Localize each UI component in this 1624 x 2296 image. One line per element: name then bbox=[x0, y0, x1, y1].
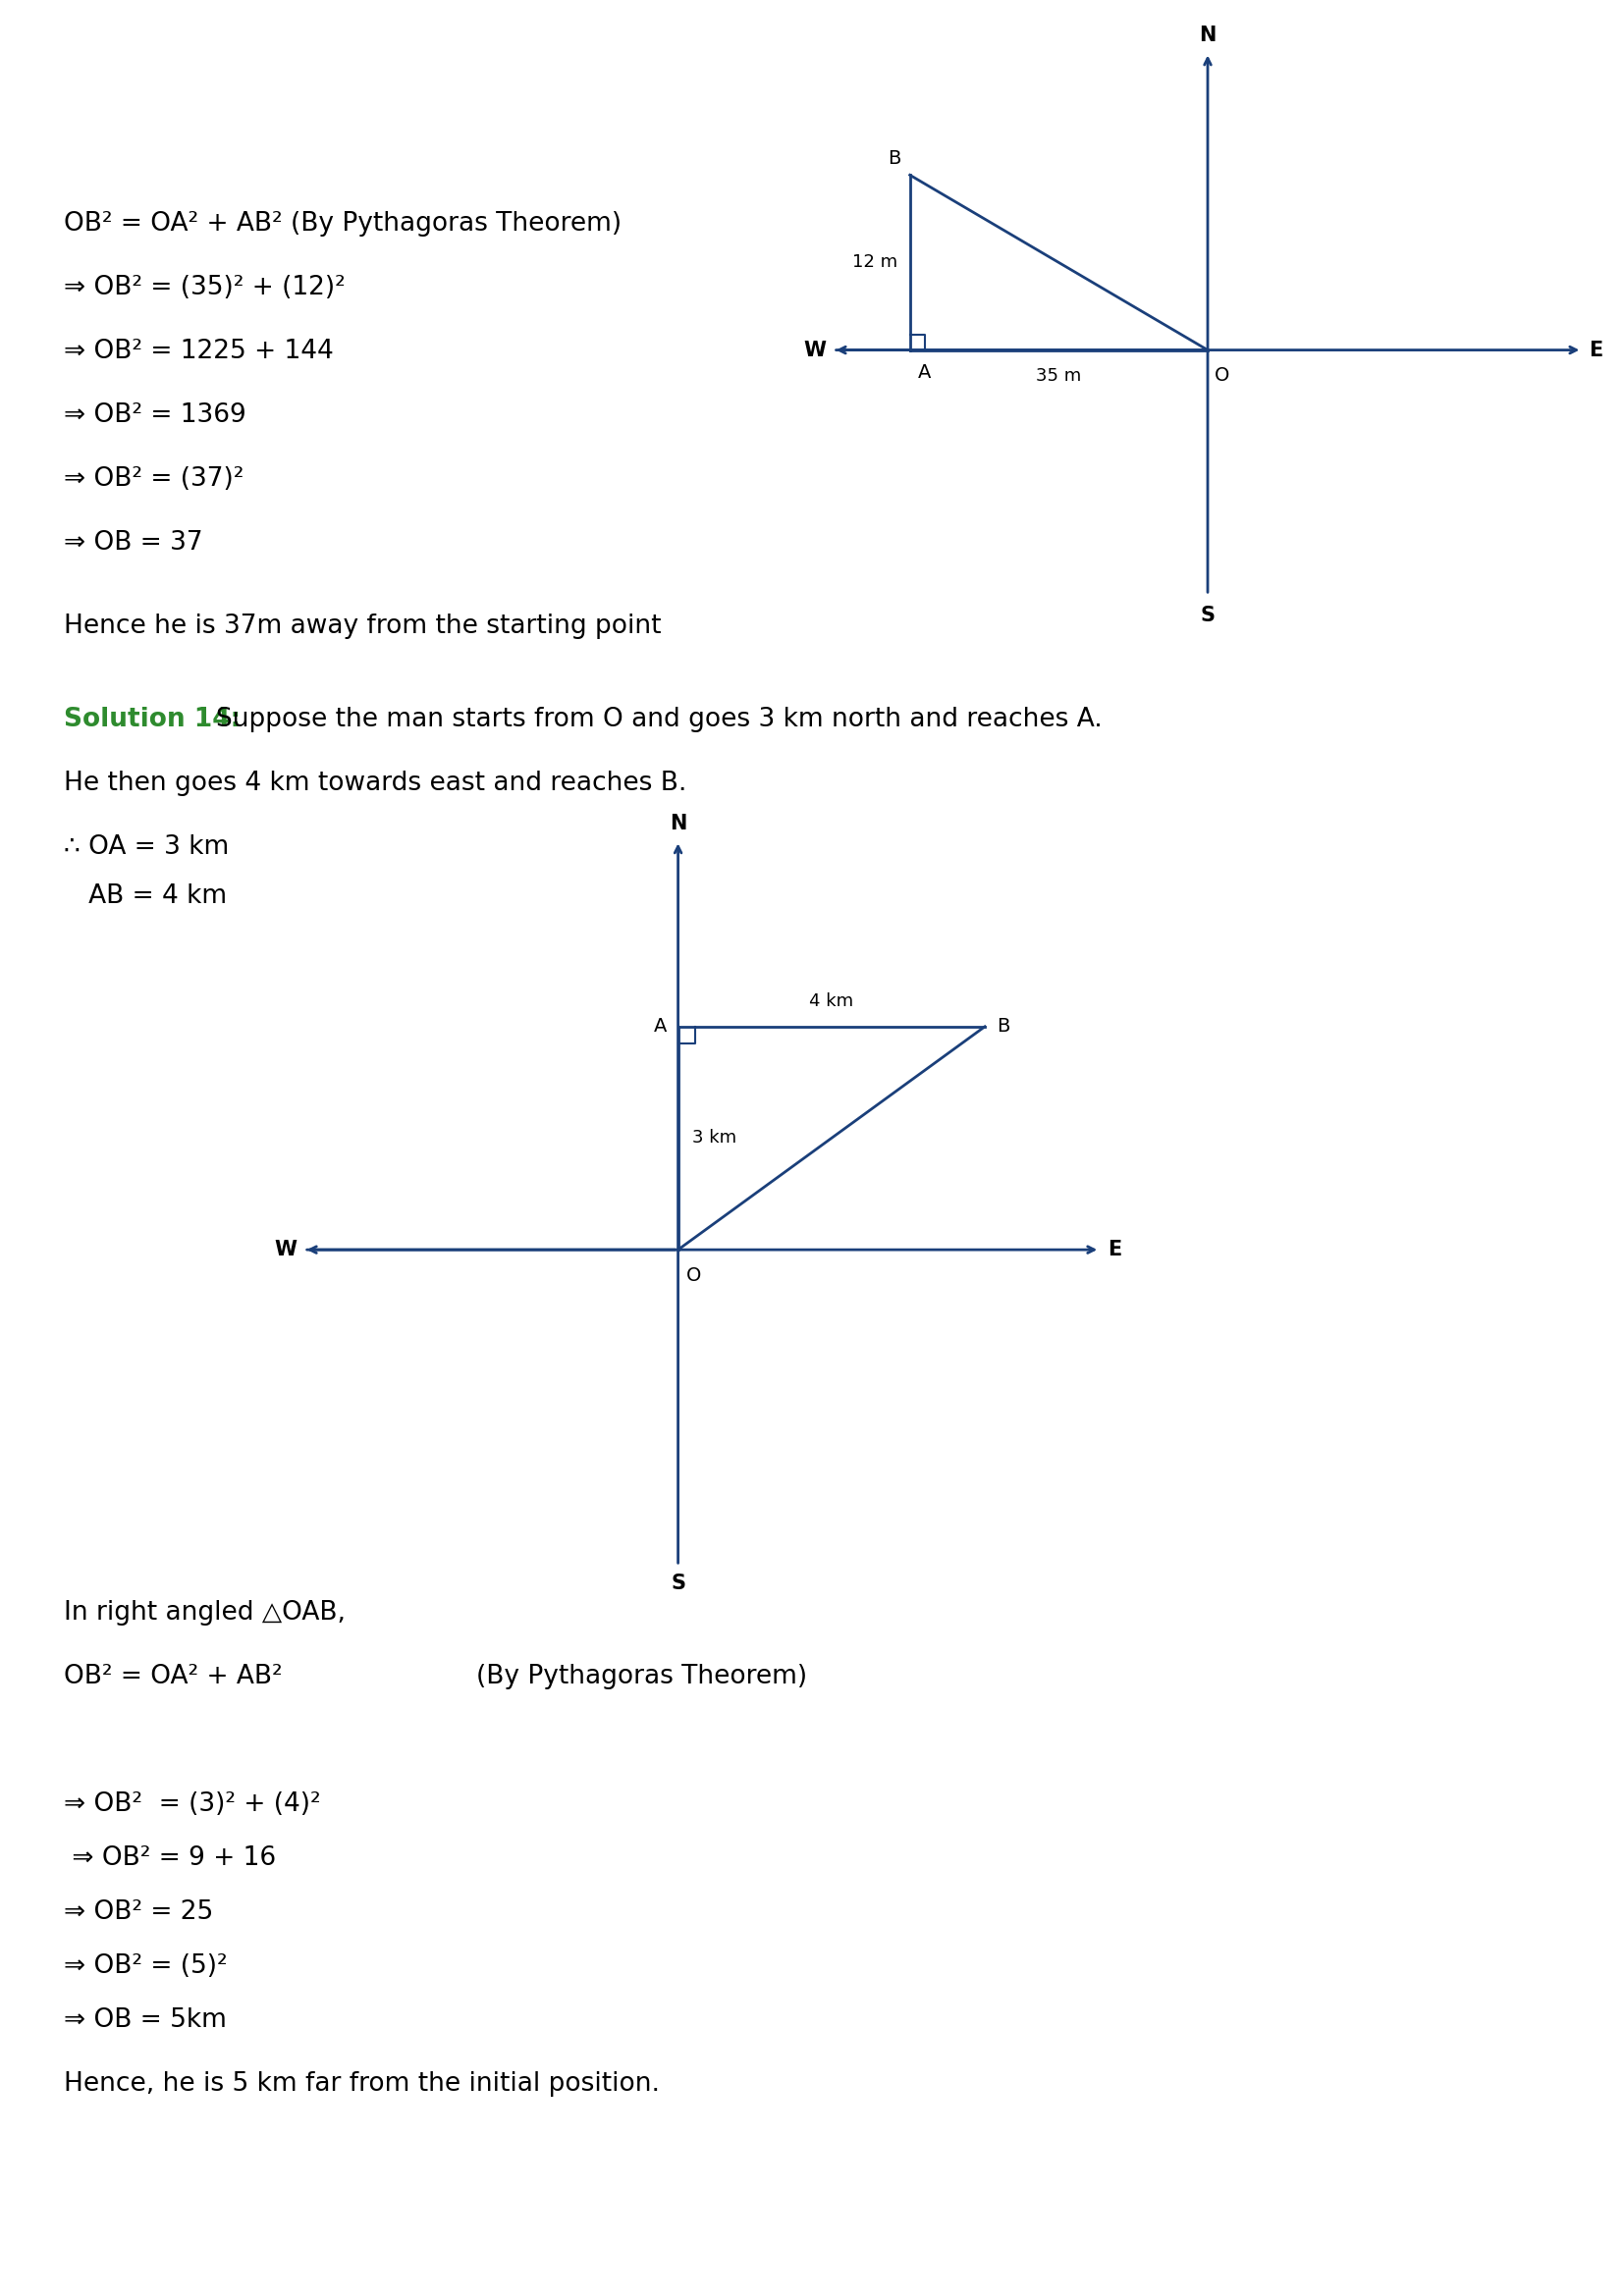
Text: Class-VII: Class-VII bbox=[744, 37, 880, 71]
Text: Chapter 15: Triangles: Chapter 15: Triangles bbox=[637, 119, 987, 152]
Text: ⇒ OB² = 1225 + 144: ⇒ OB² = 1225 + 144 bbox=[63, 338, 333, 365]
Text: S: S bbox=[1200, 606, 1215, 625]
Text: ⇒ OB² = (5)²: ⇒ OB² = (5)² bbox=[63, 1954, 227, 1979]
Text: W: W bbox=[804, 340, 827, 360]
Text: 4 km: 4 km bbox=[809, 992, 854, 1010]
Text: ⇒ OB² = 25: ⇒ OB² = 25 bbox=[63, 1899, 213, 1924]
Text: He then goes 4 km towards east and reaches B.: He then goes 4 km towards east and reach… bbox=[63, 771, 687, 797]
Text: E: E bbox=[1588, 340, 1603, 360]
Text: Solution 14:: Solution 14: bbox=[63, 707, 250, 732]
Text: O: O bbox=[1215, 365, 1229, 383]
Text: ⇒ OB² = 9 + 16: ⇒ OB² = 9 + 16 bbox=[63, 1846, 276, 1871]
Text: A: A bbox=[918, 363, 932, 381]
Text: ⇒ OB²  = (3)² + (4)²: ⇒ OB² = (3)² + (4)² bbox=[63, 1791, 320, 1816]
Text: E: E bbox=[1108, 1240, 1122, 1261]
Text: AB = 4 km: AB = 4 km bbox=[63, 884, 227, 909]
Text: 35 m: 35 m bbox=[1036, 367, 1082, 386]
Text: Hence he is 37m away from the starting point: Hence he is 37m away from the starting p… bbox=[63, 613, 661, 638]
Text: 3 km: 3 km bbox=[692, 1130, 737, 1148]
Text: (By Pythagoras Theorem): (By Pythagoras Theorem) bbox=[476, 1665, 807, 1690]
Text: N: N bbox=[1199, 25, 1216, 46]
Text: ⇒ OB = 37: ⇒ OB = 37 bbox=[63, 530, 203, 556]
Text: O: O bbox=[685, 1267, 702, 1286]
Text: OB² = OA² + AB²: OB² = OA² + AB² bbox=[63, 1665, 283, 1690]
Text: RS Aggarwal Solutions: RS Aggarwal Solutions bbox=[627, 78, 997, 110]
Text: Page 7 of 9: Page 7 of 9 bbox=[736, 2243, 888, 2271]
Text: ∴ OA = 3 km: ∴ OA = 3 km bbox=[63, 833, 229, 861]
Text: ⇒ OB² = (35)² + (12)²: ⇒ OB² = (35)² + (12)² bbox=[63, 276, 346, 301]
Text: Suppose the man starts from O and goes 3 km north and reaches A.: Suppose the man starts from O and goes 3… bbox=[216, 707, 1103, 732]
Text: A: A bbox=[653, 1017, 666, 1035]
Text: ⇒ OB = 5km: ⇒ OB = 5km bbox=[63, 2007, 227, 2032]
Text: S: S bbox=[671, 1573, 685, 1593]
Text: N: N bbox=[669, 813, 687, 833]
Text: B: B bbox=[888, 149, 901, 168]
Text: In right angled △OAB,: In right angled △OAB, bbox=[63, 1600, 346, 1626]
Text: OB² = OA² + AB² (By Pythagoras Theorem): OB² = OA² + AB² (By Pythagoras Theorem) bbox=[63, 211, 622, 236]
Text: B: B bbox=[997, 1017, 1010, 1035]
Text: Hence, he is 5 km far from the initial position.: Hence, he is 5 km far from the initial p… bbox=[63, 2071, 659, 2096]
Text: 12 m: 12 m bbox=[853, 253, 896, 271]
Text: ⇒ OB² = 1369: ⇒ OB² = 1369 bbox=[63, 402, 247, 427]
Text: W: W bbox=[274, 1240, 297, 1261]
Text: ⇒ OB² = (37)²: ⇒ OB² = (37)² bbox=[63, 466, 244, 491]
